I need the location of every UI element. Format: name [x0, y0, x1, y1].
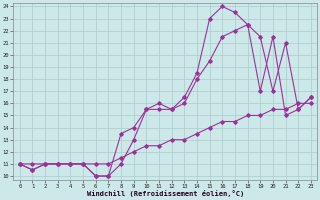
X-axis label: Windchill (Refroidissement éolien,°C): Windchill (Refroidissement éolien,°C) [87, 190, 244, 197]
